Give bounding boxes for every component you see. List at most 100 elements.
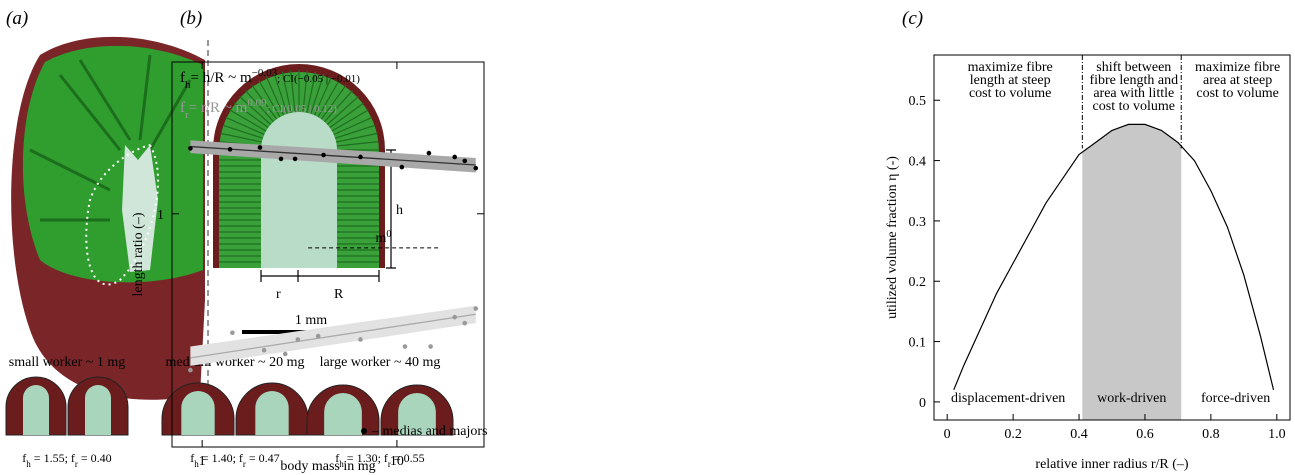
data-point: [321, 152, 326, 158]
data-point: [402, 344, 408, 349]
worker-caption-part: h: [194, 459, 199, 469]
y-tick-label: 0.5: [909, 94, 927, 109]
x-axis-label: relative inner radius r/R (–): [1035, 457, 1189, 472]
plot-frame: [171, 61, 485, 448]
worker-caption-part: r: [388, 459, 391, 469]
x-axis-label: body mass in mg: [280, 459, 375, 474]
data-point: [452, 154, 457, 160]
region-note: maximize fibre: [1195, 60, 1280, 75]
fit-line: [190, 145, 476, 166]
data-point: [261, 347, 267, 353]
legend-label: – medias and majors: [371, 424, 487, 439]
region-note: cost to volume: [1196, 86, 1278, 101]
x-tick-label: 10: [390, 454, 404, 469]
worker-caption-part: h: [339, 459, 344, 469]
region-note: cost to volume: [969, 86, 1051, 101]
region-note: area at steep: [1203, 73, 1272, 88]
equation-part: ; CI(0.05 | 0.12): [267, 103, 338, 115]
x-tick-label: 0: [944, 427, 951, 442]
equation-part: = h/R ~ m: [191, 70, 252, 86]
worker-caption-part: f: [22, 451, 26, 465]
y-axis-label: length ratio (–): [131, 212, 146, 296]
head-section: [11, 36, 209, 410]
data-point: [399, 164, 405, 170]
y-tick-label: 0: [919, 396, 926, 411]
worker-caption-part: f: [71, 451, 75, 465]
equation-part: ; CI(−0.05 | −0.01): [277, 73, 360, 85]
data-point: [295, 337, 301, 342]
fit-line: [190, 313, 476, 359]
worker-apodeme: [23, 385, 49, 435]
y-tick-label: 0.3: [909, 215, 927, 230]
worker-caption: fh = 1.40; fr = 0.47: [190, 451, 279, 469]
data-point: [358, 154, 363, 160]
data-point: [428, 344, 433, 349]
dimension-label: R: [334, 287, 344, 302]
equation-part: = r/R ~ m: [189, 100, 248, 116]
x-tick-label: 0.6: [1136, 427, 1154, 442]
outline: [85, 144, 159, 286]
muscle-shading: [29, 54, 192, 222]
worker-caption-part: r: [243, 459, 246, 469]
data-point: [282, 351, 288, 357]
panel-label: (b): [180, 8, 202, 29]
worker-caption-part: = 0.40: [78, 451, 112, 465]
worker-caption-part: = 1.30;: [344, 451, 384, 465]
x-tick-label: 0.2: [1004, 427, 1022, 442]
equation: fr= r/R ~ m0.09; CI(0.05 | 0.12): [180, 97, 337, 121]
plot-frame: [933, 54, 1291, 421]
scale-label: 1 mm: [295, 313, 327, 328]
worker-caption-part: = 0.47: [246, 451, 280, 465]
band-mask: [1062, 55, 1195, 179]
data-point: [462, 158, 468, 164]
curve: [953, 123, 1275, 391]
panel-label: (c): [902, 8, 923, 29]
worker-caption-part: f: [384, 451, 388, 465]
data-point: [426, 150, 432, 156]
region-note: cost to volume: [1093, 99, 1175, 114]
dimension-label: h: [396, 203, 403, 218]
worker-caption-part: f: [335, 451, 339, 465]
worker-caption-part: f: [239, 451, 243, 465]
region-label: work-driven: [1097, 391, 1166, 406]
region-note: shift between: [1096, 60, 1171, 75]
x-tick-label: 0.4: [1070, 427, 1088, 442]
dimension-label: r: [276, 287, 281, 302]
annotation: m0: [375, 228, 391, 246]
annotation-part: m: [375, 231, 386, 246]
data-point: [230, 330, 235, 336]
x-tick-label: 1: [199, 454, 206, 469]
worker-apodeme: [398, 393, 436, 435]
y-axis-label: utilized volume fraction η (-): [885, 156, 900, 319]
region-note: length at steep: [970, 73, 1051, 88]
region-note: fibre length and: [1089, 73, 1178, 88]
legend-marker: [361, 428, 367, 434]
y-tick-label: 1: [157, 208, 164, 223]
data-point: [257, 145, 263, 150]
x-tick-label: 1.0: [1268, 427, 1286, 442]
equation-part: r: [185, 109, 189, 121]
data-point: [315, 333, 321, 339]
y-tick-label: 0.1: [909, 336, 927, 351]
data-point: [227, 147, 233, 152]
annotation-part: 0: [386, 228, 391, 239]
region-label: displacement-driven: [951, 391, 1065, 406]
data-point: [473, 306, 479, 311]
panel-c: 0 0.2 0.4 0.6 0.8 1.0 0 0.1 0.2 0.3 0.4 0.5 relative…: [885, 54, 1291, 472]
data-point: [358, 337, 363, 342]
equation: fh= h/R ~ m−0.03; CI(−0.05 | −0.01): [180, 67, 360, 91]
data-point: [473, 165, 479, 171]
data-point: [452, 314, 457, 320]
y-tick-label: 0.4: [909, 155, 927, 170]
region-label: force-driven: [1201, 391, 1270, 406]
data-point: [188, 367, 193, 373]
tendon: [122, 145, 158, 272]
worker-caption-part: = 1.40;: [199, 451, 239, 465]
worker-caption: fh = 1.30; fr = 0.55: [335, 451, 424, 469]
data-point: [188, 146, 193, 151]
dimension-h: [386, 149, 396, 269]
region-note: area with little: [1093, 86, 1174, 101]
